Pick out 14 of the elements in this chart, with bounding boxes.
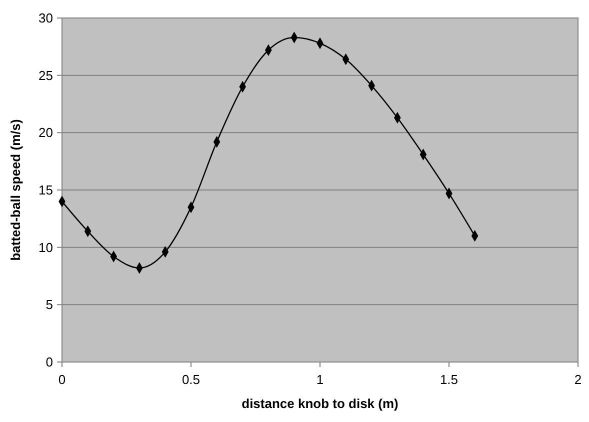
x-tick-label: 1.5: [440, 372, 458, 387]
y-tick-label: 25: [38, 68, 53, 83]
y-tick-label: 20: [38, 125, 53, 140]
x-axis-title: distance knob to disk (m): [242, 396, 398, 411]
y-tick-label: 10: [38, 240, 53, 255]
y-axis-title: batted-ball speed (m/s): [8, 119, 23, 261]
y-tick-label: 30: [38, 10, 53, 26]
y-tick-label: 5: [46, 297, 53, 312]
y-tick-label: 15: [38, 182, 53, 198]
x-tick-label: 1: [316, 372, 324, 387]
x-tick-label: 2: [574, 372, 582, 387]
x-tick-label: 0: [58, 372, 66, 387]
y-tick-label: 0: [46, 354, 53, 370]
x-tick-label: 0.5: [182, 372, 200, 387]
